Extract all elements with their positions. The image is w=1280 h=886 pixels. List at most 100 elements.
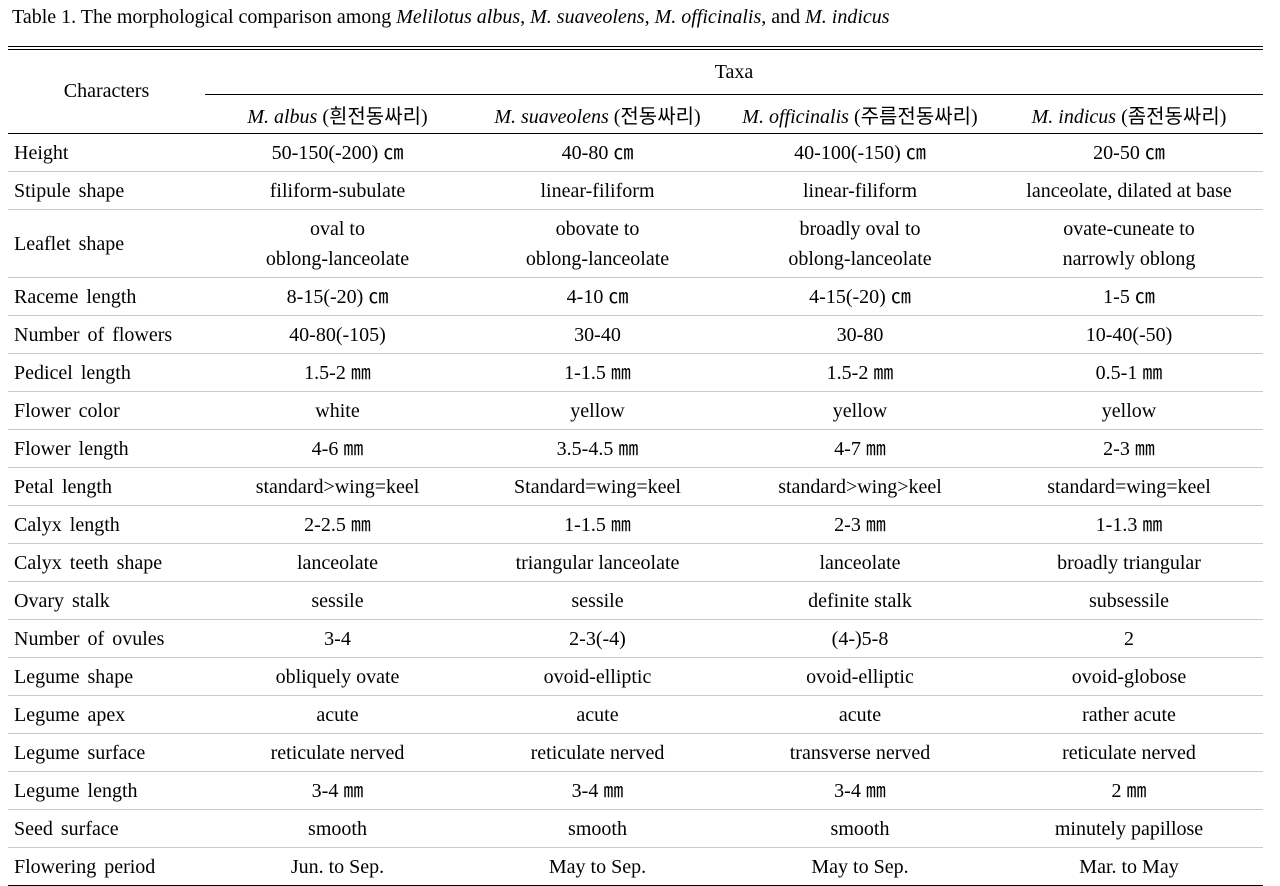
table-cell: 8-15(-20) ㎝ (205, 277, 470, 316)
caption-species-3: M. officinalis (654, 6, 762, 28)
table-row: Ovary stalk sessile sessile definite stalk s… (8, 581, 1264, 620)
species-korean-name: (주름전동싸리) (848, 105, 978, 128)
table-cell: (4-)5-8 (725, 619, 995, 658)
table-cell: acute (725, 695, 995, 734)
table-cell: obovate to oblong-lanceolate (470, 209, 725, 278)
table-row: Legume shape obliquely ovate ovoid-ellipti… (8, 657, 1264, 696)
table-cell: reticulate nerved (995, 733, 1264, 772)
row-label: Number of flowers (8, 315, 205, 354)
table-cell: lanceolate (205, 543, 470, 582)
table-cell: Standard=wing=keel (470, 467, 725, 506)
table-row: Calyx teeth shape lanceolate triangular la… (8, 543, 1264, 582)
row-label: Raceme length (8, 277, 205, 316)
table-cell: smooth (470, 809, 725, 848)
table-cell: 4-6 ㎜ (205, 429, 470, 468)
table-cell: smooth (205, 809, 470, 848)
table-cell: acute (470, 695, 725, 734)
row-label: Seed surface (8, 809, 205, 848)
table-cell: linear-filiform (725, 171, 995, 210)
caption-species-2: M. suaveolens (530, 6, 645, 28)
row-label: Pedicel length (8, 353, 205, 392)
table-row: Legume length 3-4 ㎜ 3-4 ㎜ 3-4 ㎜ 2 ㎜ (8, 771, 1264, 810)
table-cell: white (205, 391, 470, 430)
table-row: Leaflet shape oval to oblong-lanceolate obo… (8, 209, 1264, 278)
table-cell: 1-1.5 ㎜ (470, 505, 725, 544)
species-header-1: M. albus (흰전동싸리) (205, 94, 470, 134)
species-header-2: M. suaveolens (전동싸리) (470, 94, 725, 134)
table-cell: 40-80(-105) (205, 315, 470, 354)
caption-sep-3: , and (761, 6, 806, 28)
table-cell: ovate-cuneate to narrowly oblong (995, 209, 1264, 278)
table-cell: 3.5-4.5 ㎜ (470, 429, 725, 468)
table-cell: ovoid-globose (995, 657, 1264, 696)
table-cell: 30-80 (725, 315, 995, 354)
table-cell: smooth (725, 809, 995, 848)
table-cell: 2-2.5 ㎜ (205, 505, 470, 544)
table-cell: sessile (470, 581, 725, 620)
top-rule-double (8, 49, 1263, 50)
table-cell: lanceolate (725, 543, 995, 582)
table-row: Number of flowers 40-80(-105) 30-40 30-80 10… (8, 315, 1264, 354)
row-label: Legume apex (8, 695, 205, 734)
row-label: Petal length (8, 467, 205, 506)
comparison-table: Characters Taxa M. albus (흰전동싸리) M. suave… (8, 46, 1264, 886)
caption-sep-2: , (644, 6, 655, 28)
table-cell: yellow (725, 391, 995, 430)
species-name: M. albus (247, 105, 318, 128)
top-rule (8, 46, 1263, 47)
table-cell: 3-4 ㎜ (725, 771, 995, 810)
table-row: Pedicel length 1.5-2 ㎜ 1-1.5 ㎜ 1.5-2 ㎜ 0.5-1… (8, 353, 1264, 392)
table-cell: 2 (995, 619, 1264, 658)
table-cell: triangular lanceolate (470, 543, 725, 582)
caption-species-1: Melilotus albus (396, 6, 521, 28)
row-label: Stipule shape (8, 171, 205, 210)
row-label: Calyx length (8, 505, 205, 544)
table-cell: 1.5-2 ㎜ (205, 353, 470, 392)
species-name: M. officinalis (742, 105, 849, 128)
comparison-table-wrapper: Characters Taxa M. albus (흰전동싸리) M. suave… (8, 46, 1264, 886)
table-body: Height 50-150(-200) ㎝ 40-80 ㎝ 40-100(-150) … (8, 133, 1264, 886)
row-label: Ovary stalk (8, 581, 205, 620)
table-cell: broadly triangular (995, 543, 1264, 582)
table-cell: 0.5-1 ㎜ (995, 353, 1264, 392)
species-korean-name: (전동싸리) (608, 105, 701, 128)
table-cell: subsessile (995, 581, 1264, 620)
table-cell: 2-3 ㎜ (725, 505, 995, 544)
table-cell: 50-150(-200) ㎝ (205, 133, 470, 172)
species-name: M. suaveolens (494, 105, 609, 128)
row-label: Flower length (8, 429, 205, 468)
table-cell: 3-4 ㎜ (205, 771, 470, 810)
table-cell: linear-filiform (470, 171, 725, 210)
table-cell: 1.5-2 ㎜ (725, 353, 995, 392)
table-row: Petal length standard>wing=keel Standard=w… (8, 467, 1264, 506)
table-row: Seed surface smooth smooth smooth minutely p… (8, 809, 1264, 848)
table-row: Flower length 4-6 ㎜ 3.5-4.5 ㎜ 4-7 ㎜ 2-3 ㎜ (8, 429, 1264, 468)
table-cell: definite stalk (725, 581, 995, 620)
species-korean-name: (흰전동싸리) (317, 105, 428, 128)
table-cell: 2-3(-4) (470, 619, 725, 658)
header-row-species: M. albus (흰전동싸리) M. suaveolens (전동싸리) M. o… (8, 94, 1264, 134)
table-row: Flower color white yellow yellow yellow (8, 391, 1264, 430)
table-row: Raceme length 8-15(-20) ㎝ 4-10 ㎝ 4-15(-20) … (8, 277, 1264, 316)
row-label: Number of ovules (8, 619, 205, 658)
table-cell: yellow (995, 391, 1264, 430)
table-cell: lanceolate, dilated at base (995, 171, 1264, 210)
table-cell: 10-40(-50) (995, 315, 1264, 354)
table-cell: transverse nerved (725, 733, 995, 772)
table-cell: 1-1.3 ㎜ (995, 505, 1264, 544)
table-cell: 40-80 ㎝ (470, 133, 725, 172)
table-cell: acute (205, 695, 470, 734)
table-cell: sessile (205, 581, 470, 620)
table-cell: rather acute (995, 695, 1264, 734)
table-cell: filiform-subulate (205, 171, 470, 210)
table-cell: 20-50 ㎝ (995, 133, 1264, 172)
caption-sep-1: , (520, 6, 531, 28)
table-row: Number of ovules 3-4 2-3(-4) (4-)5-8 2 (8, 619, 1264, 658)
table-cell: 40-100(-150) ㎝ (725, 133, 995, 172)
table-cell: 3-4 ㎜ (470, 771, 725, 810)
table-row: Stipule shape filiform-subulate linear-fil… (8, 171, 1264, 210)
table-cell: ovoid-elliptic (725, 657, 995, 696)
table-row: Calyx length 2-2.5 ㎜ 1-1.5 ㎜ 2-3 ㎜ 1-1.3 ㎜ (8, 505, 1264, 544)
species-korean-name: (좀전동싸리) (1116, 105, 1227, 128)
table-cell: 1-1.5 ㎜ (470, 353, 725, 392)
